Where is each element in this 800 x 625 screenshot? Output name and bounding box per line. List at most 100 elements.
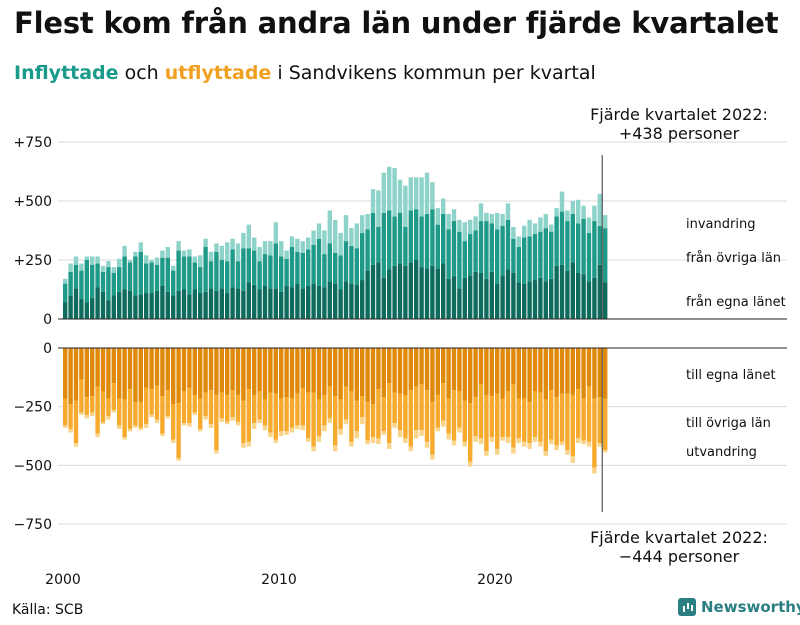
- bar-inflow-invandring: [138, 242, 143, 252]
- bar-outflow-egna-lanet: [73, 348, 79, 401]
- bar-inflow-egna-lanet: [192, 289, 197, 319]
- bar-outflow-ovriga-lan: [84, 397, 89, 415]
- bar-outflow-ovriga-lan: [149, 389, 154, 415]
- bar-outflow-utvandring: [160, 433, 165, 436]
- bar-inflow-invandring: [79, 263, 84, 271]
- bar-inflow-invandring: [538, 217, 543, 232]
- bar-outflow-ovriga-lan: [360, 396, 365, 418]
- bar-inflow-ovriga-lan: [257, 261, 262, 290]
- bar-outflow-egna-lanet: [559, 348, 565, 394]
- bar-inflow-invandring: [581, 205, 586, 219]
- bar-outflow-utvandring: [381, 431, 386, 435]
- bar-outflow-egna-lanet: [144, 348, 149, 388]
- bar-inflow-ovriga-lan: [397, 212, 403, 264]
- bar-outflow-egna-lanet: [370, 348, 376, 405]
- bar-inflow-invandring: [252, 237, 257, 251]
- bar-inflow-egna-lanet: [262, 285, 268, 319]
- bar-inflow-egna-lanet: [230, 287, 235, 319]
- bar-inflow-ovriga-lan: [603, 228, 608, 283]
- bar-inflow-invandring: [284, 250, 289, 259]
- bar-outflow-utvandring: [478, 438, 484, 445]
- bar-outflow-egna-lanet: [403, 348, 408, 395]
- bar-inflow-ovriga-lan: [219, 260, 224, 289]
- bar-outflow-utvandring: [333, 445, 338, 452]
- series-label-inflow: från egna länet: [686, 295, 786, 310]
- bar-inflow-egna-lanet: [446, 278, 451, 319]
- bar-inflow-invandring: [327, 210, 332, 244]
- bar-inflow-ovriga-lan: [246, 248, 251, 283]
- bar-outflow-utvandring: [311, 446, 316, 452]
- bar-outflow-egna-lanet: [516, 348, 521, 399]
- bar-outflow-ovriga-lan: [532, 391, 538, 438]
- bar-inflow-invandring: [430, 182, 435, 210]
- bar-inflow-invandring: [597, 193, 602, 226]
- bar-outflow-egna-lanet: [192, 348, 197, 395]
- bar-inflow-invandring: [181, 250, 187, 257]
- bar-inflow-ovriga-lan: [100, 271, 106, 292]
- bar-inflow-egna-lanet: [273, 288, 278, 319]
- subtitle-inflyttade: Inflyttade: [14, 62, 119, 84]
- bar-inflow-ovriga-lan: [279, 256, 284, 292]
- bar-outflow-ovriga-lan: [581, 398, 586, 441]
- bar-inflow-ovriga-lan: [381, 212, 386, 278]
- bar-outflow-ovriga-lan: [538, 392, 543, 442]
- bar-inflow-invandring: [570, 201, 575, 214]
- bar-inflow-invandring: [370, 189, 376, 213]
- bar-outflow-ovriga-lan: [252, 394, 257, 424]
- bar-inflow-ovriga-lan: [95, 263, 100, 288]
- bar-inflow-ovriga-lan: [554, 216, 559, 266]
- bar-inflow-invandring: [219, 245, 224, 260]
- y-tick-label: +500: [14, 194, 52, 210]
- bar-outflow-utvandring: [316, 436, 322, 442]
- bar-outflow-ovriga-lan: [219, 392, 224, 419]
- bar-outflow-ovriga-lan: [597, 397, 602, 444]
- bar-outflow-ovriga-lan: [349, 391, 354, 442]
- bar-inflow-ovriga-lan: [306, 249, 311, 286]
- bar-outflow-ovriga-lan: [95, 386, 100, 434]
- bar-outflow-utvandring: [484, 451, 489, 456]
- bar-inflow-ovriga-lan: [489, 223, 494, 272]
- bar-outflow-egna-lanet: [511, 348, 516, 385]
- bar-inflow-ovriga-lan: [241, 248, 246, 291]
- bar-outflow-ovriga-lan: [246, 389, 251, 442]
- bar-inflow-invandring: [516, 236, 521, 248]
- bar-outflow-egna-lanet: [522, 348, 527, 399]
- bar-inflow-ovriga-lan: [198, 267, 203, 294]
- bar-outflow-egna-lanet: [414, 348, 419, 387]
- bar-inflow-egna-lanet: [295, 283, 300, 319]
- bar-inflow-egna-lanet: [360, 280, 365, 319]
- bar-inflow-egna-lanet: [100, 291, 106, 319]
- bar-outflow-utvandring: [424, 441, 430, 448]
- bar-outflow-egna-lanet: [273, 348, 278, 394]
- bar-outflow-egna-lanet: [198, 348, 203, 399]
- bar-outflow-egna-lanet: [435, 348, 440, 395]
- bar-outflow-utvandring: [300, 425, 305, 431]
- bar-outflow-egna-lanet: [84, 348, 89, 398]
- bar-inflow-ovriga-lan: [84, 260, 89, 303]
- bar-outflow-egna-lanet: [381, 348, 386, 398]
- bar-inflow-ovriga-lan: [79, 270, 84, 299]
- bar-inflow-invandring: [214, 243, 219, 252]
- bar-outflow-ovriga-lan: [225, 394, 230, 422]
- bar-outflow-utvandring: [489, 437, 494, 442]
- bar-outflow-ovriga-lan: [279, 398, 284, 432]
- annotation-bottom-line1: Fjärde kvartalet 2022:: [590, 528, 768, 547]
- bar-outflow-ovriga-lan: [208, 390, 214, 425]
- bar-outflow-utvandring: [473, 436, 478, 442]
- bar-outflow-ovriga-lan: [338, 399, 343, 429]
- bar-outflow-utvandring: [279, 431, 284, 436]
- bar-outflow-egna-lanet: [554, 348, 559, 398]
- bar-outflow-egna-lanet: [219, 348, 224, 393]
- bar-inflow-ovriga-lan: [252, 250, 257, 285]
- bar-outflow-egna-lanet: [500, 348, 505, 399]
- bar-inflow-invandring: [365, 213, 370, 230]
- bar-outflow-egna-lanet: [241, 348, 246, 401]
- bar-outflow-egna-lanet: [570, 348, 575, 395]
- bar-inflow-invandring: [230, 238, 235, 250]
- bar-inflow-ovriga-lan: [370, 212, 376, 265]
- bar-inflow-invandring: [73, 256, 79, 265]
- bar-inflow-invandring: [435, 208, 440, 225]
- bar-inflow-ovriga-lan: [214, 251, 219, 291]
- y-tick-label: 0: [43, 312, 52, 328]
